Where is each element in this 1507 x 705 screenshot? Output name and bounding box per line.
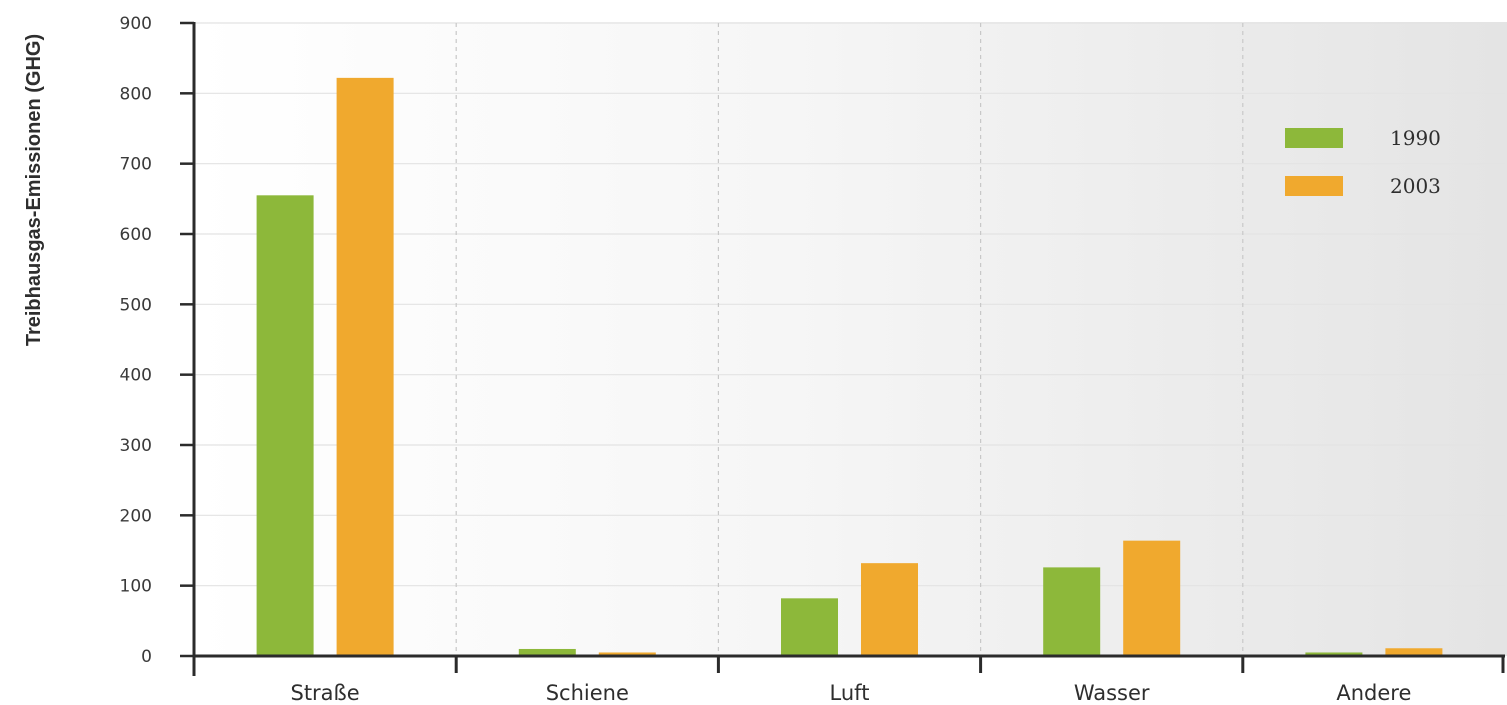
y-tick-label-800: 800	[120, 84, 152, 104]
y-tick-label-100: 100	[120, 577, 152, 597]
y-axis-label: Treibhausgas-Emissionen (GHG)	[23, 34, 45, 346]
y-tick-label-400: 400	[120, 366, 152, 386]
x-tick-labels: Straße Schiene Luft Wasser Andere	[290, 681, 1411, 705]
x-tick-label-3: Wasser	[1074, 681, 1150, 705]
bar-1990-4	[1305, 652, 1363, 656]
bar-2003-4	[1385, 648, 1443, 656]
y-tick-label-0: 0	[141, 647, 152, 667]
y-tick-label-700: 700	[120, 155, 152, 175]
y-tick-label-900: 900	[120, 14, 152, 34]
x-tick-label-4: Andere	[1336, 681, 1411, 705]
legend: 1990 2003	[1285, 126, 1441, 198]
gridlines	[194, 22, 1505, 587]
bar-1990-2	[781, 598, 838, 656]
y-tick-label-600: 600	[120, 225, 152, 245]
y-tick-label-200: 200	[120, 506, 152, 526]
bars	[256, 77, 1443, 657]
legend-label-1990: 1990	[1390, 126, 1441, 150]
x-tick-label-1: Schiene	[546, 681, 629, 705]
y-tick-labels: 0 100 200 300 400 500 600 700 800 900	[120, 14, 152, 667]
bar-2003-1	[598, 652, 656, 656]
x-tick-label-0: Straße	[290, 681, 359, 705]
y-tick-label-300: 300	[120, 436, 152, 456]
bar-1990-0	[256, 195, 314, 657]
y-tick-label-500: 500	[120, 295, 152, 315]
x-tick-label-2: Luft	[830, 681, 870, 705]
bar-1990-1	[518, 648, 576, 656]
bar-2003-0	[336, 77, 394, 657]
legend-swatch-2003	[1285, 176, 1343, 196]
legend-label-2003: 2003	[1390, 174, 1441, 198]
axes	[180, 21, 1505, 676]
bar-2003-3	[1123, 540, 1181, 656]
legend-swatch-1990	[1285, 128, 1343, 148]
category-dividers	[455, 23, 1244, 656]
bar-1990-3	[1043, 567, 1101, 656]
plot-background	[194, 22, 1507, 656]
bar-2003-2	[861, 563, 918, 656]
